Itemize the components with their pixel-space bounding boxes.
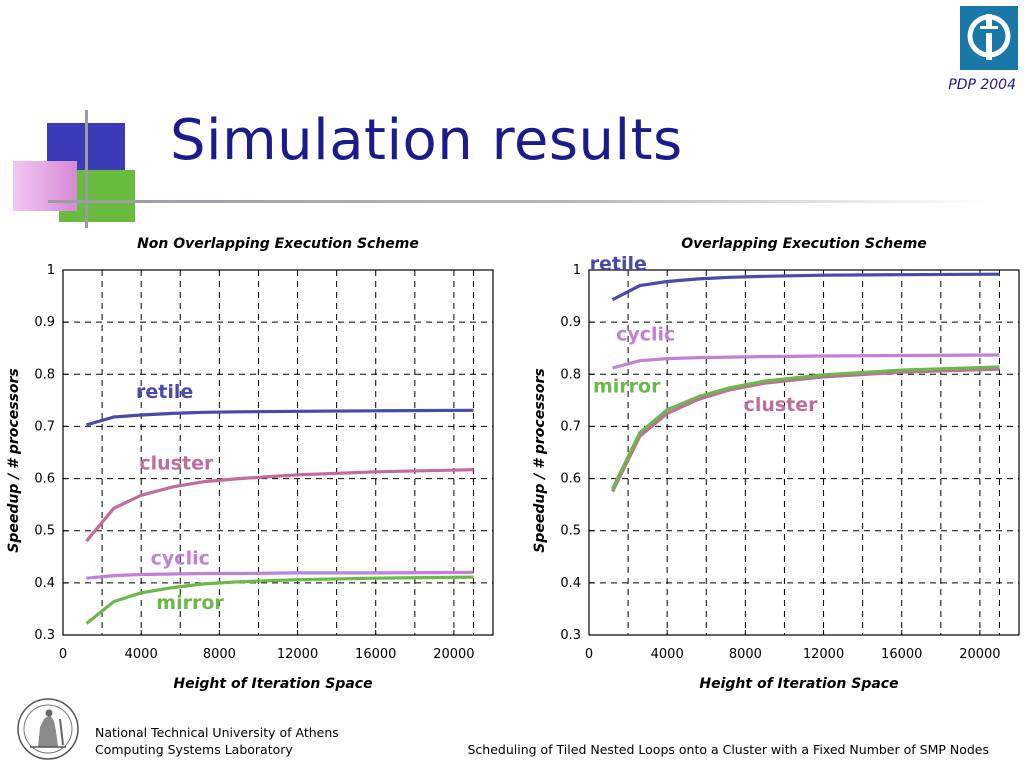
y-axis-label: Speedup / # processors	[6, 368, 22, 552]
x-tick-label: 0	[585, 647, 593, 662]
x-axis-label: Height of Iteration Space	[173, 676, 372, 692]
chart-title: Overlapping Execution Scheme	[681, 236, 927, 252]
series-label-retile: retile	[590, 253, 647, 275]
series-label-mirror: mirror	[593, 376, 661, 398]
conference-label: PDP 2004	[948, 77, 1016, 93]
x-tick-label: 4000	[651, 647, 684, 662]
y-tick-label: 0.7	[560, 419, 581, 434]
university-logo-icon	[960, 6, 1018, 70]
decor-vertical-line	[85, 110, 88, 228]
series-line-cyclic	[612, 353, 1000, 370]
y-tick-label: 0.6	[34, 472, 55, 487]
y-tick-label: 0.6	[560, 472, 581, 487]
y-tick-label: 0.8	[34, 367, 55, 382]
series-line-retile	[86, 408, 474, 427]
series-label-retile: retile	[136, 381, 193, 403]
series-line-cluster	[611, 367, 1000, 493]
y-tick-label: 0.7	[34, 419, 55, 434]
y-tick-label: 1	[573, 263, 581, 278]
series-label-mirror: mirror	[156, 592, 224, 614]
x-tick-label: 12000	[277, 647, 318, 662]
series-line-mirror	[85, 575, 474, 625]
plot-frame	[62, 269, 494, 636]
university-seal-icon	[17, 698, 79, 760]
y-tick-label: 0.4	[34, 576, 55, 591]
series-line-cyclic	[86, 570, 474, 580]
slide-title: Simulation results	[170, 108, 683, 173]
y-axis-label: Speedup / # processors	[532, 368, 548, 552]
chart-title: Non Overlapping Execution Scheme	[137, 236, 419, 252]
y-tick-label: 0.9	[34, 315, 55, 330]
series-line-retile	[611, 272, 1000, 302]
grid-lines	[63, 270, 493, 635]
x-tick-label: 16000	[355, 647, 396, 662]
y-tick-label: 0.5	[560, 524, 581, 539]
series-line-cluster	[85, 468, 474, 543]
series-label-cyclic: cyclic	[616, 323, 675, 345]
x-axis-label: Height of Iteration Space	[699, 676, 898, 692]
series-label-cluster: cluster	[139, 453, 214, 475]
footer-talk-title: Scheduling of Tiled Nested Loops onto a …	[467, 742, 989, 757]
series-label-cluster: cluster	[744, 394, 819, 416]
series-label-cyclic: cyclic	[151, 548, 210, 570]
grid-lines	[589, 270, 1019, 635]
x-tick-label: 8000	[203, 647, 236, 662]
decor-pink-square	[13, 161, 77, 211]
chart-non-overlapping-svg: Non Overlapping Execution Scheme 0 4000 800…	[6, 236, 494, 692]
title-underline	[48, 200, 988, 203]
x-tick-label: 20000	[959, 647, 1000, 662]
chart-overlapping: Overlapping Execution Scheme 0 4000 8000 120…	[526, 225, 1024, 695]
footer-institution: National Technical University of Athens	[95, 725, 339, 740]
y-tick-label: 0.4	[560, 576, 581, 591]
plot-frame	[588, 269, 1020, 636]
x-tick-label: 20000	[433, 647, 474, 662]
x-tick-label: 0	[59, 647, 67, 662]
y-tick-label: 1	[47, 263, 55, 278]
x-tick-label: 4000	[125, 647, 158, 662]
y-tick-label: 0.3	[560, 628, 581, 643]
x-tick-label: 8000	[729, 647, 762, 662]
series-line-mirror	[611, 365, 1000, 490]
x-tick-label: 12000	[803, 647, 844, 662]
y-tick-label: 0.8	[560, 367, 581, 382]
y-tick-label: 0.5	[34, 524, 55, 539]
chart-non-overlapping: Non Overlapping Execution Scheme 0 4000 800…	[0, 225, 500, 695]
footer-lab: Computing Systems Laboratory	[95, 742, 293, 757]
y-tick-label: 0.3	[34, 628, 55, 643]
y-tick-label: 0.9	[560, 315, 581, 330]
x-tick-label: 16000	[881, 647, 922, 662]
